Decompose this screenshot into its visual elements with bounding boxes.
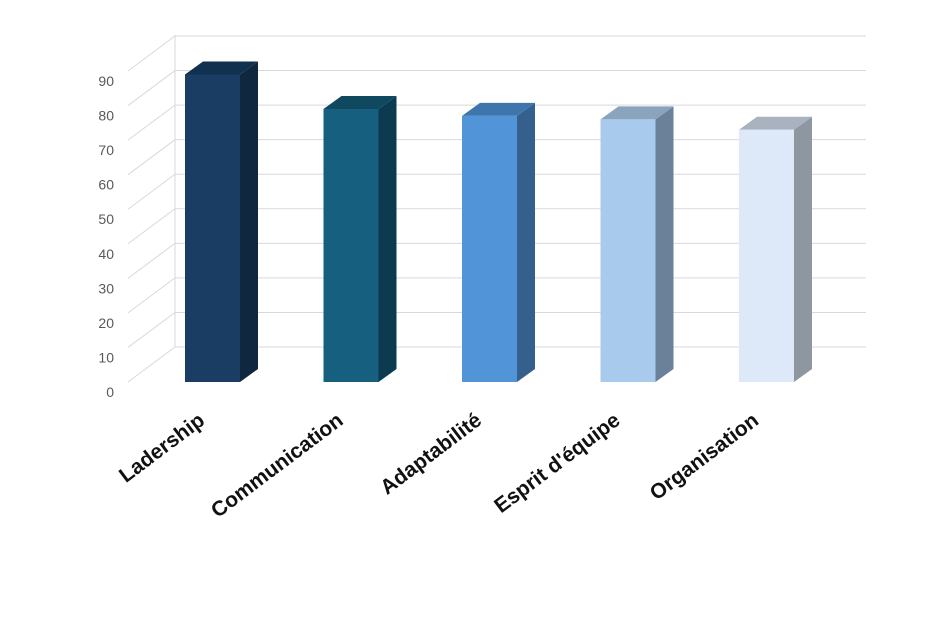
bar-front-face (323, 109, 379, 382)
y-tick-label-30: 30 (98, 280, 114, 296)
bar-communication (323, 96, 397, 382)
y-tick-label-40: 40 (98, 246, 114, 262)
y-tick-label-0: 0 (106, 384, 114, 400)
bar-side-face (794, 116, 812, 382)
bar-front-face (600, 119, 656, 382)
y-tick-label-50: 50 (98, 211, 114, 227)
bar-front-face (739, 129, 794, 382)
y-tick-label-60: 60 (98, 177, 114, 193)
y-tick-label-70: 70 (98, 142, 114, 158)
bar-top-face (739, 116, 812, 130)
y-tick-label-80: 80 (98, 108, 114, 124)
gridlines (127, 35, 866, 383)
bar-side-face (378, 96, 397, 382)
bar-top-face (462, 102, 535, 116)
bar-top-face (323, 96, 397, 110)
bar-side-face (655, 106, 674, 382)
bar-side-face (517, 102, 535, 382)
y-tick-label-90: 90 (98, 73, 114, 89)
y-axis-ticks: 0 10 20 30 40 50 60 70 80 90 (98, 73, 114, 400)
bar-esprit-d-quipe (600, 106, 674, 382)
y-tick-label-10: 10 (98, 349, 114, 365)
x-category-label: Adaptabilité (376, 409, 486, 500)
bar-top-face (185, 61, 258, 75)
bar-adaptabilit- (462, 102, 535, 382)
bar-front-face (185, 74, 240, 382)
x-category-label: Esprit d'équipe (490, 409, 624, 518)
y-tick-label-20: 20 (98, 315, 114, 331)
bar-top-face (600, 106, 674, 120)
bars (185, 61, 812, 382)
x-category-label: Communication (207, 409, 348, 523)
x-category-label: Organisation (646, 409, 763, 505)
bar-front-face (462, 115, 517, 382)
x-category-label: Ladership (115, 409, 209, 488)
bar-side-face (240, 61, 258, 382)
bar-ladership (185, 61, 258, 382)
bar-organisation (739, 116, 812, 382)
